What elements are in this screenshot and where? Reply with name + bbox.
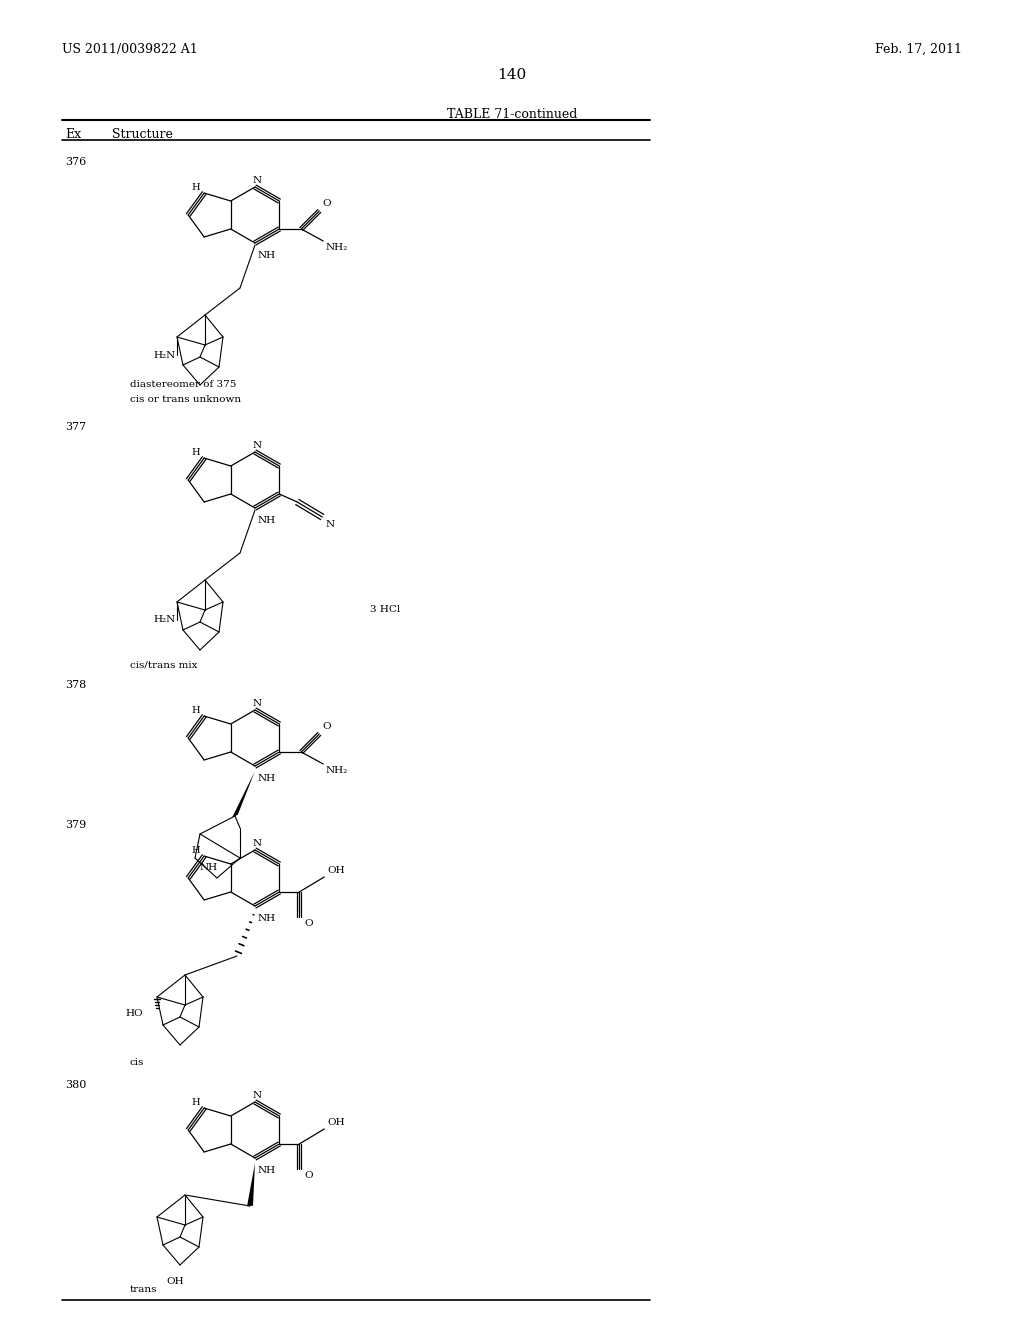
Text: Ex: Ex	[65, 128, 81, 141]
Text: NH: NH	[258, 774, 276, 783]
Text: 380: 380	[65, 1080, 86, 1090]
Text: N: N	[253, 840, 261, 847]
Text: cis: cis	[130, 1059, 144, 1067]
Text: H: H	[191, 705, 200, 714]
Text: 3 HCl: 3 HCl	[370, 606, 400, 615]
Text: OH: OH	[328, 1118, 345, 1127]
Text: O: O	[323, 722, 331, 731]
Text: N: N	[253, 176, 261, 185]
Text: 140: 140	[498, 69, 526, 82]
Text: 376: 376	[65, 157, 86, 168]
Text: H: H	[191, 846, 200, 854]
Text: cis or trans unknown: cis or trans unknown	[130, 395, 241, 404]
Text: O: O	[323, 199, 331, 209]
Text: N: N	[253, 441, 261, 450]
Polygon shape	[247, 1163, 255, 1206]
Text: N: N	[253, 1092, 261, 1100]
Text: N: N	[326, 520, 335, 529]
Text: 379: 379	[65, 820, 86, 830]
Text: NH: NH	[258, 251, 276, 260]
Text: 377: 377	[65, 422, 86, 432]
Text: H: H	[191, 182, 200, 191]
Text: TABLE 71-continued: TABLE 71-continued	[446, 108, 578, 121]
Text: NH: NH	[258, 1166, 276, 1175]
Text: HO: HO	[125, 1008, 142, 1018]
Text: H: H	[191, 1097, 200, 1106]
Text: H: H	[191, 447, 200, 457]
Text: OH: OH	[166, 1276, 184, 1286]
Text: US 2011/0039822 A1: US 2011/0039822 A1	[62, 44, 198, 55]
Text: O: O	[304, 1171, 313, 1180]
Text: H₂N: H₂N	[153, 615, 175, 624]
Text: NH₂: NH₂	[326, 766, 347, 775]
Text: NH₂: NH₂	[326, 243, 347, 252]
Text: H₂N: H₂N	[153, 351, 175, 359]
Text: O: O	[304, 919, 313, 928]
Text: diastereomer of 375: diastereomer of 375	[130, 380, 237, 389]
Text: cis/trans mix: cis/trans mix	[130, 660, 198, 669]
Text: Feb. 17, 2011: Feb. 17, 2011	[874, 44, 962, 55]
Text: NH: NH	[258, 913, 276, 923]
Text: NH: NH	[258, 516, 276, 525]
Text: Structure: Structure	[112, 128, 173, 141]
Text: trans: trans	[130, 1284, 158, 1294]
Polygon shape	[232, 771, 255, 817]
Text: NH: NH	[200, 863, 218, 873]
Text: 378: 378	[65, 680, 86, 690]
Text: N: N	[253, 700, 261, 708]
Text: OH: OH	[328, 866, 345, 875]
